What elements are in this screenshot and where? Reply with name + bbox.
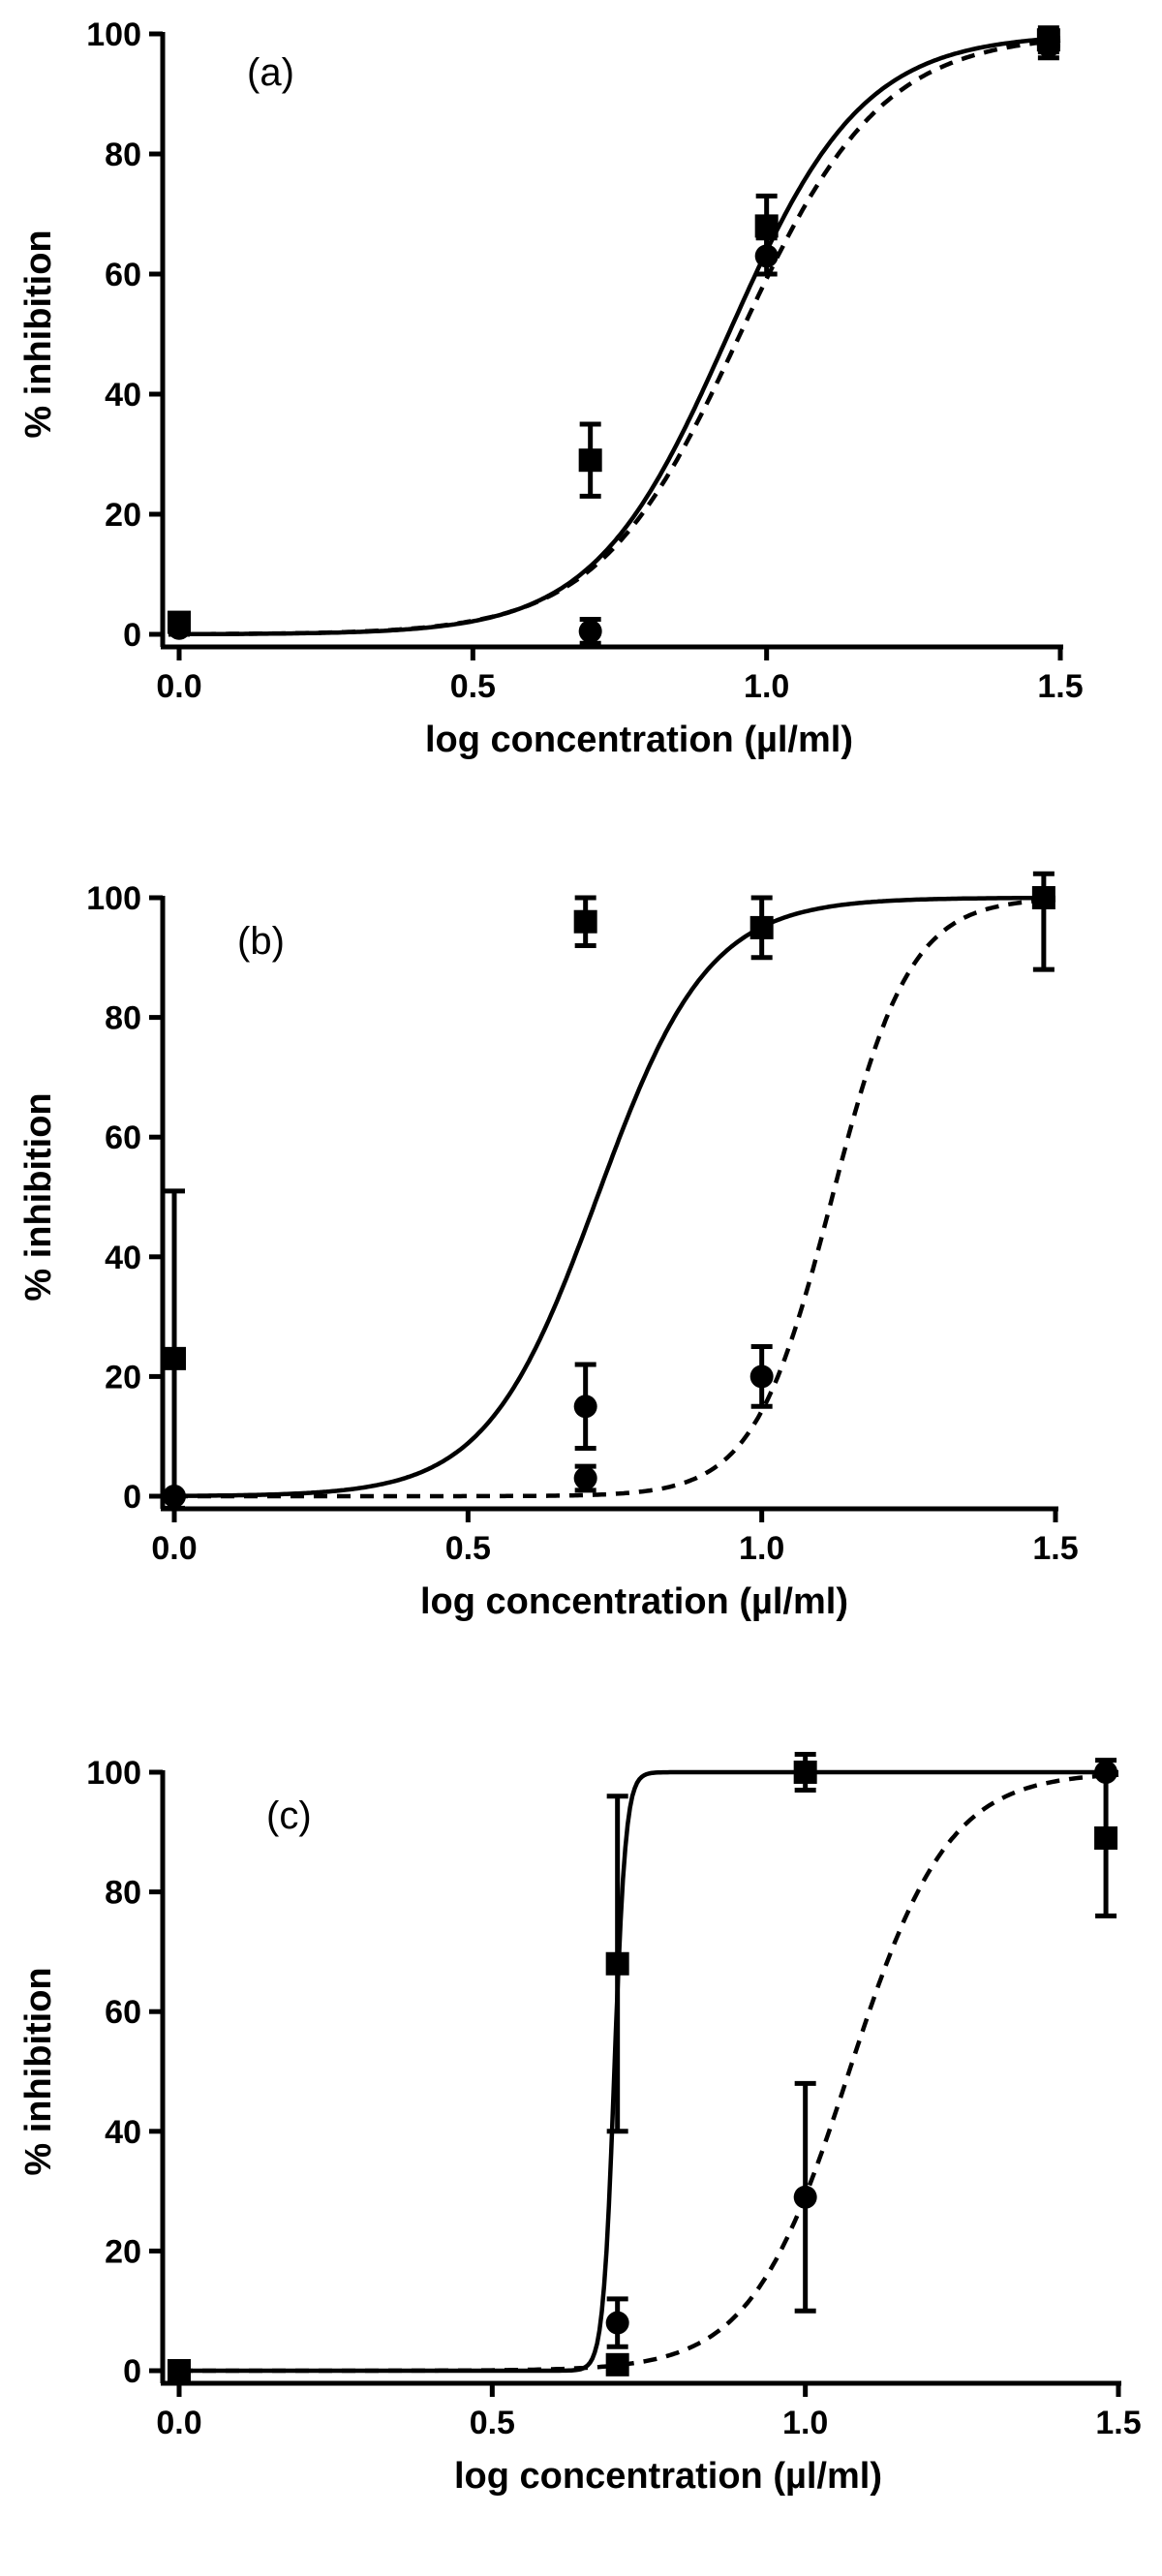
data-point-circle [749,1365,774,1389]
y-tick-label: 60 [105,257,141,293]
x-tick-label: 0.0 [156,2405,201,2441]
y-axis-title: % inhibition [18,230,59,438]
data-point-square [754,214,779,238]
y-tick-label: 80 [105,137,141,173]
fit-curve-dashed [174,897,1056,1499]
x-tick-label: 1.5 [1095,2405,1141,2441]
y-tick-label: 80 [105,1875,141,1912]
fit-curve-solid [179,36,1061,637]
x-tick-label: 1.0 [782,2405,828,2441]
fit-curve-dashed [179,38,1061,637]
data-point-circle [1031,886,1055,909]
x-axis-title: log concentration (µl/ml) [420,1581,848,1622]
y-tick-label: 40 [105,377,141,414]
y-axis-title: % inhibition [18,1092,59,1301]
data-point-circle [573,1395,597,1419]
panel-label: (c) [266,1794,312,1837]
data-point-circle [1094,1761,1118,1784]
x-axis-title: log concentration (µl/ml) [454,2456,882,2497]
data-point-square [163,1346,186,1370]
y-tick-label: 60 [105,1994,141,2031]
x-tick-label: 1.0 [739,1530,784,1567]
panel-a: 0 20 40 60 80 100 0.0 0.5 1.0 1.5 log concentratio… [18,16,1084,760]
x-tick-label: 1.5 [1037,668,1083,705]
data-point-circle [793,2185,817,2209]
y-tick-label: 20 [105,2233,141,2270]
data-point-circle [163,1485,186,1508]
data-point-circle [168,2359,191,2382]
data-point-square [578,448,602,473]
data-point-circle [578,619,602,643]
data-point-circle [1036,34,1060,58]
x-tick-label: 0.0 [156,668,201,705]
y-tick-label: 20 [105,1359,141,1395]
data-point-square [749,915,774,939]
y-tick-label: 60 [105,1119,141,1156]
y-tick-label: 20 [105,497,141,534]
y-tick-label: 40 [105,1240,141,1276]
x-tick-label: 0.5 [445,1530,491,1567]
panel-c: 0 20 40 60 80 100 0.0 0.5 1.0 1.5 log concentratio… [18,1751,1142,2497]
data-point-square [793,1761,817,1784]
x-tick-label: 0.5 [450,668,496,705]
data-point-circle [605,2311,629,2335]
y-tick-label: 0 [123,1479,141,1516]
x-axis-title: log concentration (µl/ml) [425,720,853,760]
y-tick-label: 40 [105,2114,141,2151]
data-point-circle [573,1466,597,1490]
data-point-square [605,2352,629,2377]
panel-label: (b) [237,920,285,963]
x-tick-label: 1.0 [744,668,789,705]
fit-curve-dashed [179,1772,1119,2374]
panel-b: 0 20 40 60 80 100 0.0 0.5 1.0 1.5 log concentratio… [18,871,1079,1622]
y-tick-label: 100 [86,16,141,53]
data-point-square [573,909,597,934]
data-point-square [1094,1825,1118,1850]
fit-curve-solid [174,895,1055,1498]
x-tick-label: 0.5 [470,2405,515,2441]
y-tick-label: 100 [86,880,141,917]
fit-curve-solid [179,1769,1118,2374]
y-tick-label: 0 [123,617,141,654]
panel-label: (a) [247,51,294,94]
y-axis-title: % inhibition [18,1967,59,2175]
y-tick-label: 0 [123,2353,141,2390]
y-tick-label: 100 [86,1755,141,1792]
data-point-circle [168,616,191,640]
data-point-square [605,1951,629,1976]
x-tick-label: 0.0 [151,1530,197,1567]
x-tick-label: 1.5 [1032,1530,1078,1567]
y-tick-label: 80 [105,1000,141,1037]
data-point-circle [754,244,779,268]
